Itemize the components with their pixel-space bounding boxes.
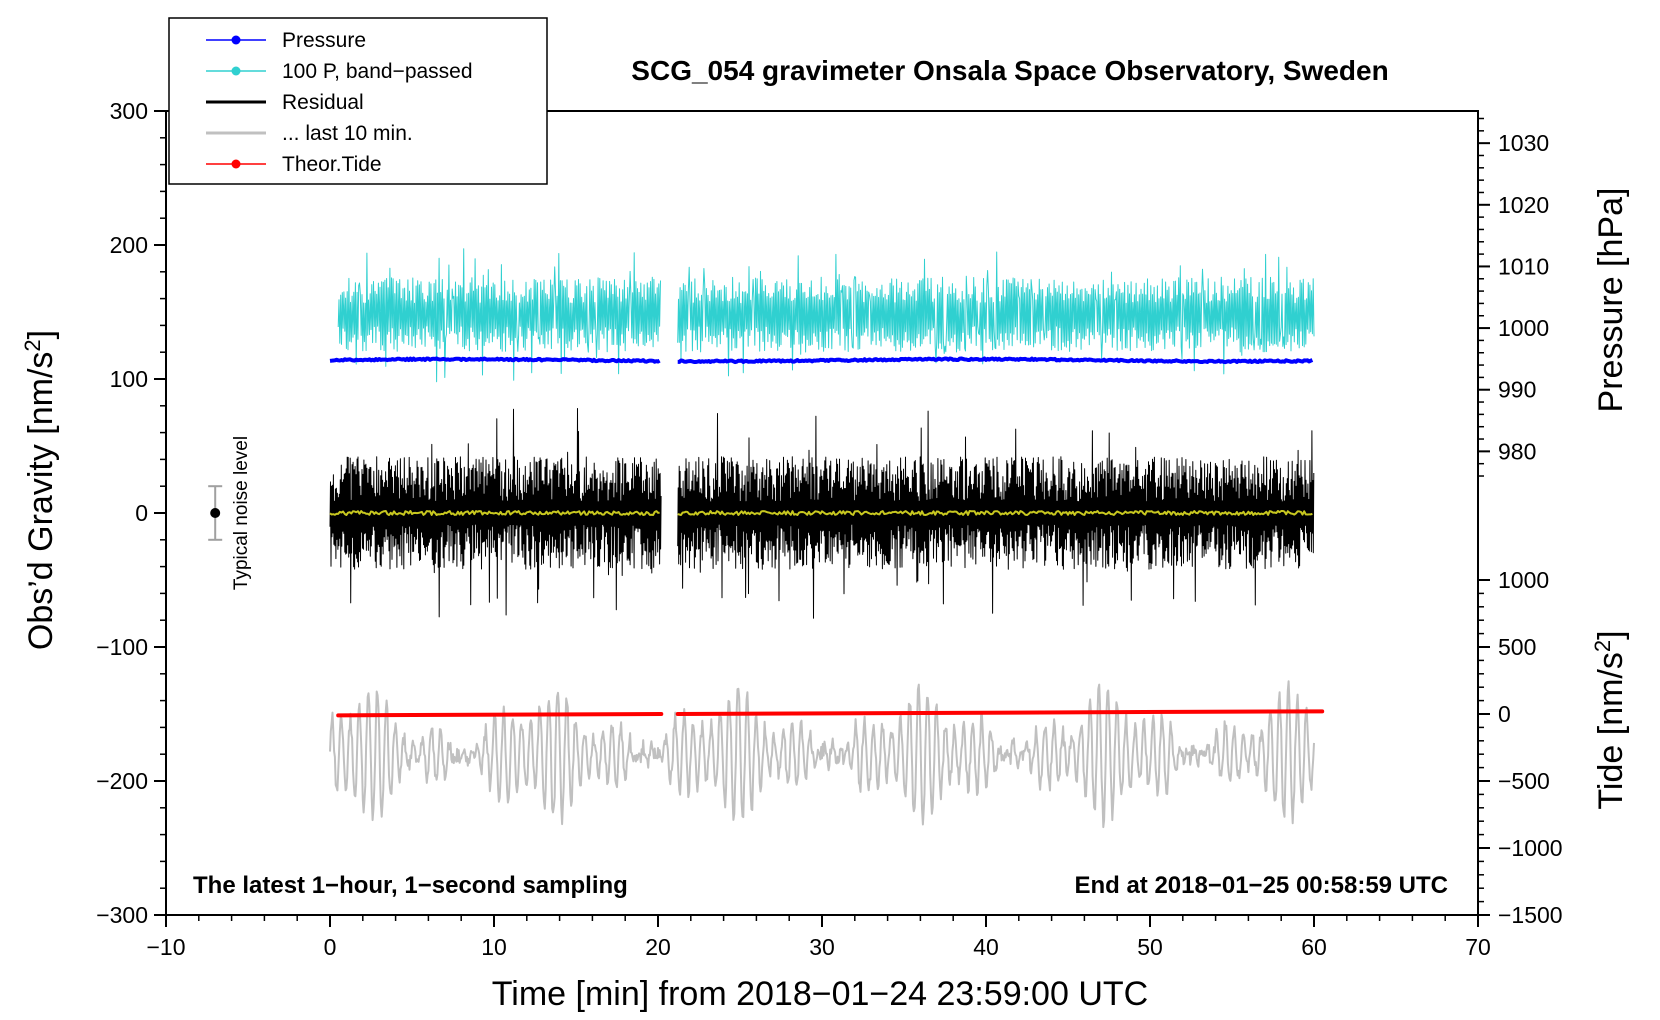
y-axis-title: Obs’d Gravity [nm/s2] — [20, 330, 60, 650]
tide-tick-label: 0 — [1498, 701, 1511, 727]
tide-tick-label: 500 — [1498, 634, 1536, 660]
x-tick-label: 10 — [481, 934, 507, 960]
pressure-axis-title: Pressure [hPa] — [1592, 188, 1630, 413]
pressure-tick-label: 1020 — [1498, 192, 1549, 218]
legend-marker — [231, 159, 241, 169]
series-pressure — [677, 356, 1314, 365]
y-tick-label: −100 — [96, 634, 148, 660]
legend-marker — [231, 35, 241, 45]
series-residual — [329, 408, 662, 618]
y-tick-label: 100 — [110, 366, 148, 392]
x-tick-label: 30 — [809, 934, 835, 960]
series-layer — [329, 248, 1325, 829]
series-theor-tide — [675, 709, 1325, 716]
x-tick-label: 20 — [645, 934, 671, 960]
series-theor-tide — [336, 712, 664, 718]
series-residual-smoothed — [329, 510, 660, 516]
legend-label: Residual — [282, 91, 364, 114]
noise-dot — [210, 508, 221, 518]
x-tick-label: 60 — [1301, 934, 1327, 960]
x-tick-label: 70 — [1465, 934, 1491, 960]
noise-level-label: Typical noise level — [231, 436, 252, 590]
y-tick-label: 300 — [110, 98, 148, 124]
pressure-tick-label: 1000 — [1498, 315, 1549, 341]
y-tick-label: 200 — [110, 232, 148, 258]
legend-label: Theor.Tide — [282, 153, 382, 176]
tide-tick-label: −1500 — [1498, 902, 1563, 928]
tide-axis-title: Tide [nm/s2] — [1590, 630, 1630, 809]
x-tick-label: 50 — [1137, 934, 1163, 960]
y-tick-label: −300 — [96, 902, 148, 928]
x-tick-label: 40 — [973, 934, 999, 960]
x-tick-label: 0 — [324, 934, 337, 960]
series-residual-smoothed — [677, 510, 1313, 516]
tide-tick-label: −500 — [1498, 768, 1550, 794]
legend-marker — [231, 66, 241, 76]
axes-layer: −10 0 10 20 30 40 50 60 70−300−200−1000100200300… — [96, 98, 1562, 960]
series-residual — [677, 410, 1315, 619]
sampling-annotation: The latest 1−hour, 1−second sampling — [193, 872, 628, 899]
tide-tick-label: −1000 — [1498, 835, 1563, 861]
legend-label: 100 P, band−passed — [282, 60, 473, 83]
end-time-annotation: End at 2018−01−25 00:58:59 UTC — [1074, 872, 1448, 899]
pressure-tick-label: 1030 — [1498, 130, 1549, 156]
series-pressure — [329, 356, 661, 364]
pressure-tick-label: 990 — [1498, 377, 1536, 403]
series-band-passed-pressure — [677, 251, 1315, 377]
y-tick-label: −200 — [96, 768, 148, 794]
tide-tick-label: 1000 — [1498, 567, 1549, 593]
legend: Pressure 100 P, band−passed Residual ... la… — [168, 17, 548, 185]
y-tick-label: 0 — [135, 500, 148, 526]
pressure-tick-label: 980 — [1498, 438, 1536, 464]
series-last-10-min — [329, 680, 1315, 829]
pressure-tick-label: 1010 — [1498, 253, 1549, 279]
noise-level-indicator: Typical noise level — [208, 436, 252, 590]
x-axis-title: Time [min] from 2018−01−24 23:59:00 UTC — [492, 975, 1148, 1013]
legend-label: Pressure — [282, 29, 366, 52]
x-tick-label: −10 — [146, 934, 185, 960]
chart-title: SCG_054 gravimeter Onsala Space Observat… — [631, 55, 1388, 86]
series-band-passed-pressure — [337, 248, 661, 383]
legend-label: ... last 10 min. — [282, 122, 413, 145]
